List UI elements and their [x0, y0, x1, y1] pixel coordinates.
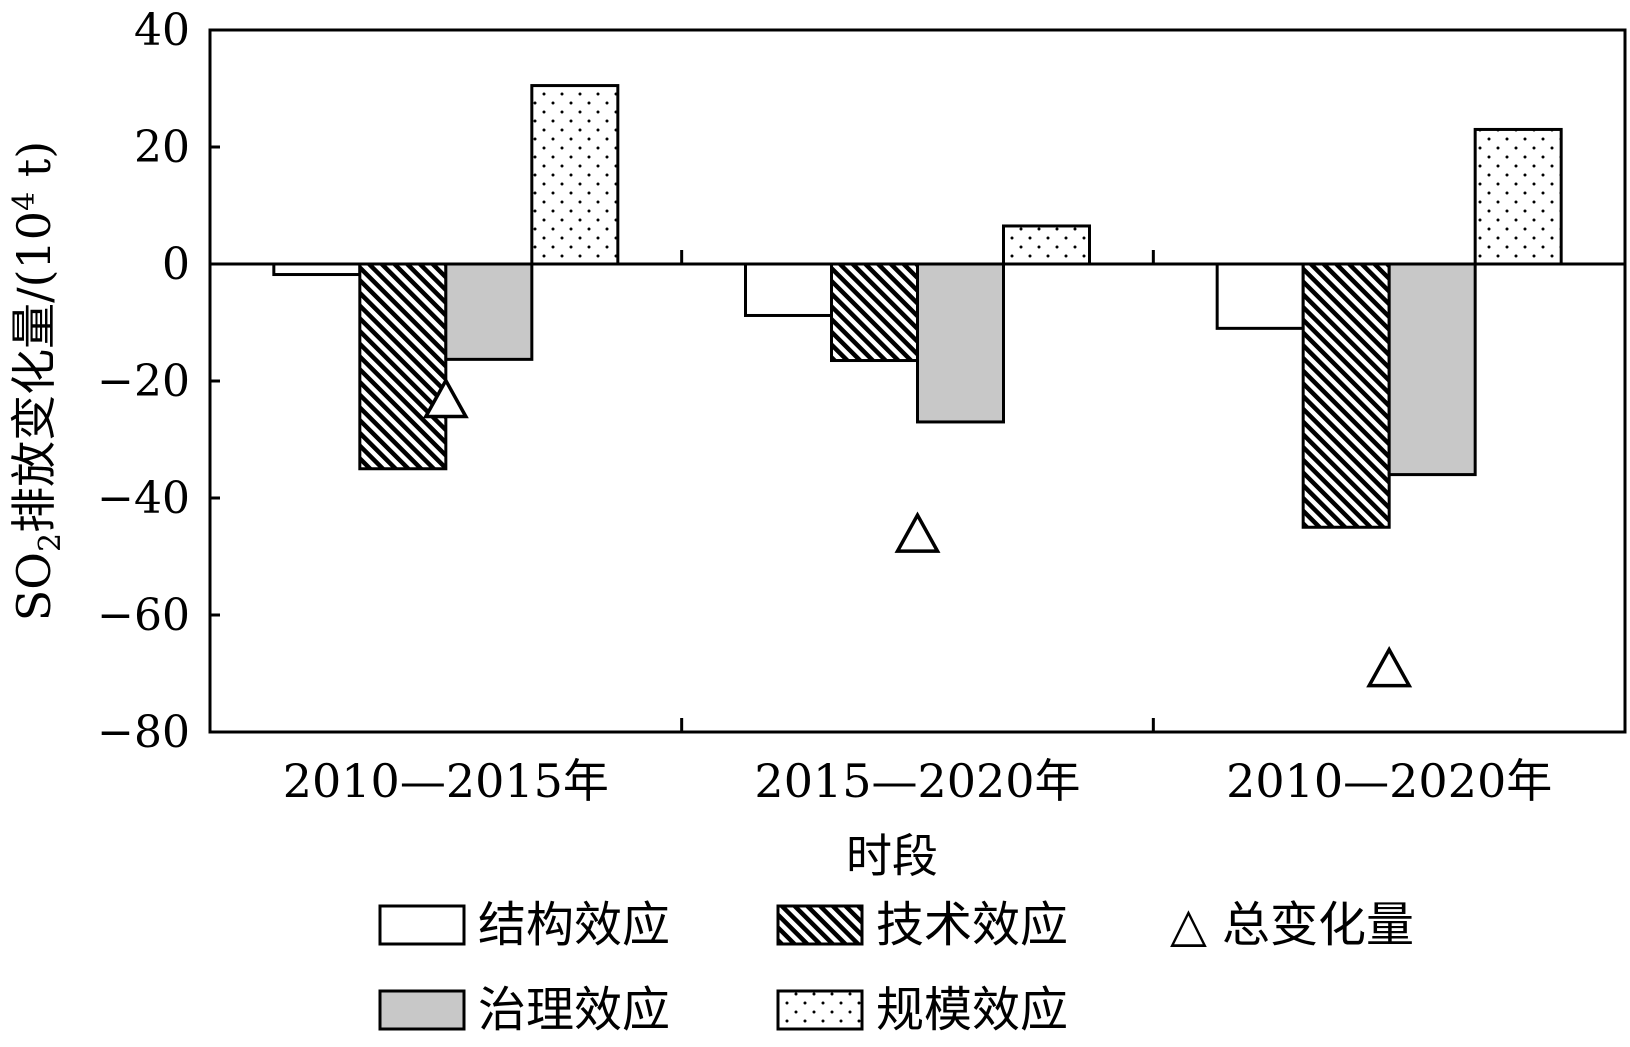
category-label: 2010—2015年 — [283, 754, 609, 808]
category-label: 2010—2020年 — [1226, 754, 1552, 808]
y-tick-label: 20 — [134, 122, 190, 173]
y-tick-label: −60 — [97, 590, 190, 641]
legend-swatch-structure — [378, 904, 466, 946]
legend-triangle-symbol: △ — [1170, 897, 1207, 953]
legend-label-structure: 结构效应 — [478, 897, 670, 953]
y-tick-label: 0 — [162, 239, 190, 290]
y-axis-ticks: 40 20 0 −20 −40 −60 −80 — [97, 5, 220, 758]
legend-label-governance: 治理效应 — [478, 982, 670, 1038]
y-axis-title-middle: 排放变化量/(10 — [7, 211, 61, 533]
bar-structure — [272, 262, 362, 277]
y-axis-title-suffix: t) — [7, 141, 61, 192]
y-axis-title-prefix: SO — [7, 552, 61, 621]
category-labels: 2010—2015年 2015—2020年 2010—2020年 — [283, 754, 1552, 808]
legend-label-total: 总变化量 — [1222, 897, 1414, 953]
bar-scale — [1002, 224, 1091, 266]
y-axis-title-subscript: 2 — [33, 533, 68, 552]
bar-governance — [1387, 262, 1477, 477]
legend-swatch-scale — [776, 989, 864, 1031]
bar-governance — [444, 262, 534, 361]
y-tick-label: −80 — [97, 707, 190, 758]
bar-technology — [358, 262, 448, 471]
bar-governance — [916, 262, 1005, 424]
total-change-marker — [422, 376, 469, 419]
category-label: 2015—2020年 — [754, 754, 1080, 808]
legend-swatch-technology — [776, 904, 864, 946]
total-change-markers — [422, 376, 1413, 688]
legend: 结构效应 技术效应 △ 总变化量 治理效应 规模效应 — [378, 897, 1414, 1038]
y-tick-label: −20 — [97, 356, 190, 407]
bar-structure — [744, 262, 833, 317]
bar-scale — [1473, 127, 1563, 266]
bar-technology — [1301, 262, 1391, 529]
y-axis-title: SO2排放变化量/(104 t) — [7, 141, 68, 621]
bar-technology — [830, 262, 919, 363]
total-change-marker — [894, 511, 941, 553]
bar-structure — [1215, 262, 1305, 330]
x-axis-title: 时段 — [846, 829, 938, 883]
y-tick-label: 40 — [134, 5, 190, 56]
bar-scale — [530, 84, 620, 266]
legend-label-technology: 技术效应 — [876, 897, 1068, 953]
y-tick-label: −40 — [97, 473, 190, 524]
legend-swatch-governance — [378, 989, 466, 1031]
x-axis-ticks — [680, 250, 1155, 732]
bars — [272, 84, 1563, 529]
legend-label-scale: 规模效应 — [876, 982, 1068, 1038]
y-axis-title-superscript: 4 — [7, 192, 42, 211]
total-change-marker — [1366, 646, 1413, 688]
